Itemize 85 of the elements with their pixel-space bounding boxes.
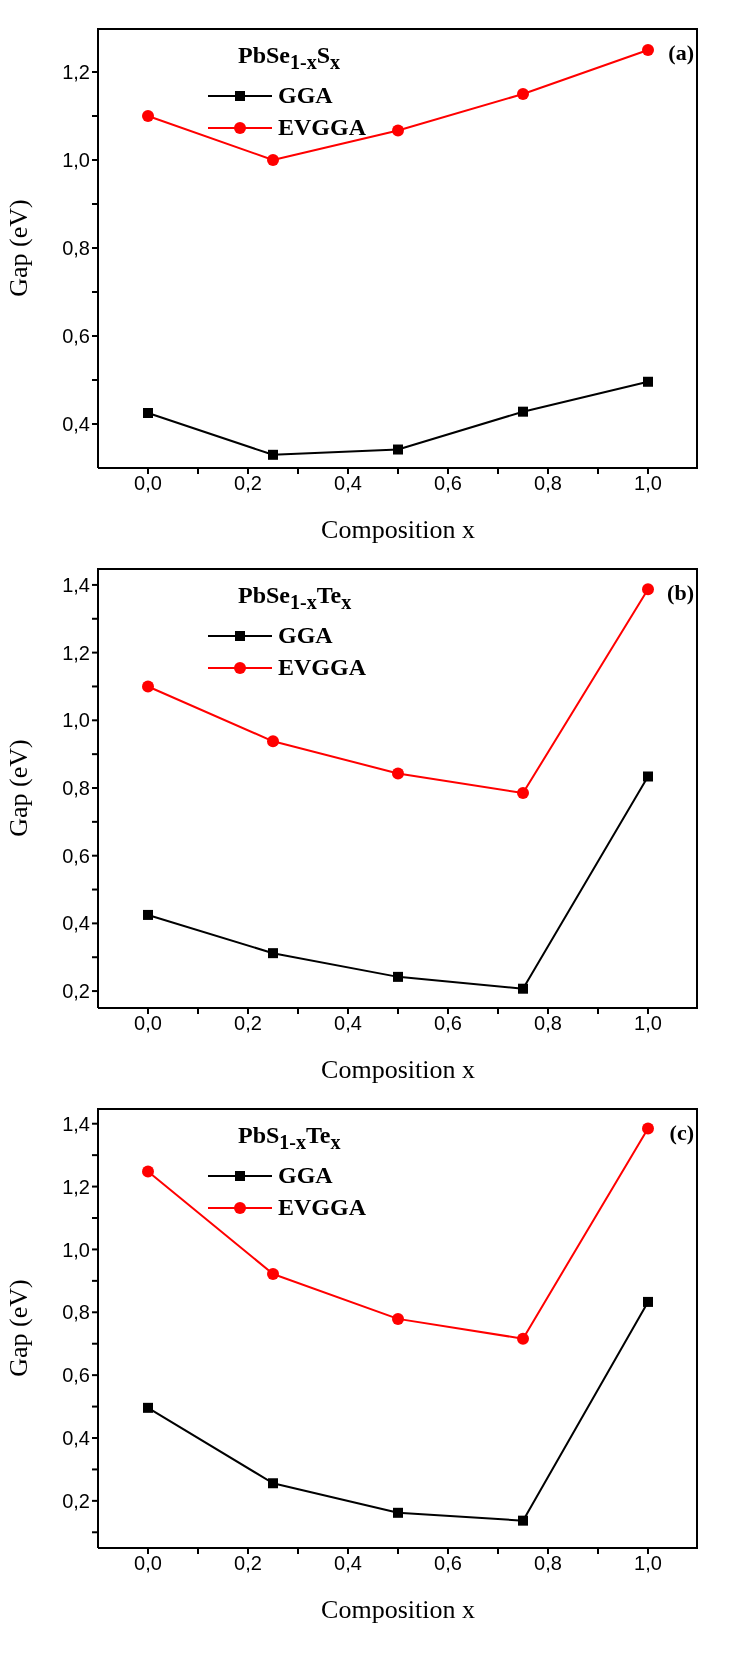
annotation: (c)	[669, 1120, 694, 1146]
y-tick-label: 0,2	[62, 1489, 90, 1512]
y-tick-label: 1,0	[62, 1238, 90, 1261]
point	[268, 948, 278, 959]
point	[642, 44, 654, 56]
x-tick-label: 0,0	[134, 1552, 162, 1575]
x-tick-label: 0,4	[334, 1012, 362, 1035]
y-tick-label: 1,4	[62, 574, 90, 597]
legend-label: EVGGA	[278, 114, 367, 142]
legend-label: GGA	[278, 1162, 333, 1190]
point	[517, 88, 529, 100]
x-tick-label: 0,4	[334, 1552, 362, 1575]
point	[393, 1507, 403, 1518]
legend-title: PbS$_{1-x}$Te$_{x}$	[238, 1122, 342, 1154]
x-tick-label: 0,6	[434, 1552, 462, 1575]
legend-label: GGA	[278, 82, 333, 110]
point	[142, 110, 154, 122]
point	[643, 1296, 653, 1307]
point	[392, 767, 404, 780]
legend-label: EVGGA	[278, 1194, 367, 1222]
y-tick-label: 0,8	[62, 777, 90, 800]
point	[392, 124, 404, 137]
x-tick-label: 0,8	[534, 1552, 562, 1575]
point	[143, 408, 153, 418]
point	[267, 735, 279, 748]
point	[518, 1515, 528, 1526]
point	[517, 1332, 529, 1345]
legend-label: GGA	[278, 622, 333, 650]
legend-label: EVGGA	[278, 654, 367, 682]
y-tick-label: 0,6	[62, 1364, 90, 1387]
x-tick-label: 0,0	[134, 1012, 162, 1035]
x-tick-label: 1,0	[634, 1012, 662, 1035]
point	[142, 1165, 154, 1178]
x-tick-label: 0,6	[434, 1012, 462, 1035]
point	[643, 771, 653, 782]
legend-title: PbSe$_{1-x}$Te$_{x}$	[238, 582, 353, 614]
point	[642, 583, 654, 596]
x-tick-label: 0,8	[534, 472, 562, 495]
x-axis-title: Composition x	[321, 1595, 475, 1624]
x-tick-label: 0,8	[534, 1012, 562, 1035]
y-tick-label: 0,4	[62, 912, 90, 935]
y-tick-label: 0,4	[62, 1427, 90, 1450]
y-tick-label: 1,2	[62, 641, 90, 664]
y-tick-label: 0,8	[62, 237, 90, 260]
point	[517, 787, 529, 800]
legend-title: PbSe$_{1-x}$S$_{x}$	[238, 42, 342, 74]
point	[267, 154, 279, 166]
y-tick-label: 1,0	[62, 709, 90, 732]
y-tick-label: 1,2	[62, 61, 90, 84]
y-axis-title: Gap (eV)	[4, 1279, 34, 1377]
y-tick-label: 1,2	[62, 1175, 90, 1198]
point	[143, 909, 153, 920]
y-tick-label: 1,0	[62, 149, 90, 172]
point	[642, 1122, 654, 1135]
point	[393, 444, 403, 455]
point	[392, 1312, 404, 1325]
point	[518, 406, 528, 417]
x-tick-label: 0,0	[134, 472, 162, 495]
point	[268, 449, 278, 460]
point	[142, 680, 154, 693]
x-tick-label: 0,4	[334, 472, 362, 495]
y-tick-label: 0,6	[62, 844, 90, 867]
y-tick-label: 0,8	[62, 1301, 90, 1324]
point	[643, 376, 653, 387]
x-tick-label: 0,2	[234, 472, 262, 495]
point	[268, 1478, 278, 1489]
y-tick-label: 0,2	[62, 980, 90, 1003]
x-tick-label: 1,0	[634, 1552, 662, 1575]
y-tick-label: 0,6	[62, 325, 90, 348]
x-tick-label: 1,0	[634, 472, 662, 495]
x-tick-label: 0,2	[234, 1012, 262, 1035]
y-tick-label: 1,4	[62, 1112, 90, 1135]
x-tick-label: 0,6	[434, 472, 462, 495]
x-axis-title: Composition x	[321, 515, 475, 544]
point	[518, 983, 528, 994]
y-tick-label: 0,4	[62, 413, 90, 436]
x-axis-title: Composition x	[321, 1055, 475, 1084]
annotation: (b)	[667, 580, 694, 606]
y-axis-title: Gap (eV)	[4, 199, 34, 297]
annotation: (a)	[668, 40, 694, 66]
point	[267, 1267, 279, 1280]
point	[393, 971, 403, 982]
x-tick-label: 0,2	[234, 1552, 262, 1575]
y-axis-title: Gap (eV)	[4, 739, 34, 837]
point	[143, 1402, 153, 1413]
